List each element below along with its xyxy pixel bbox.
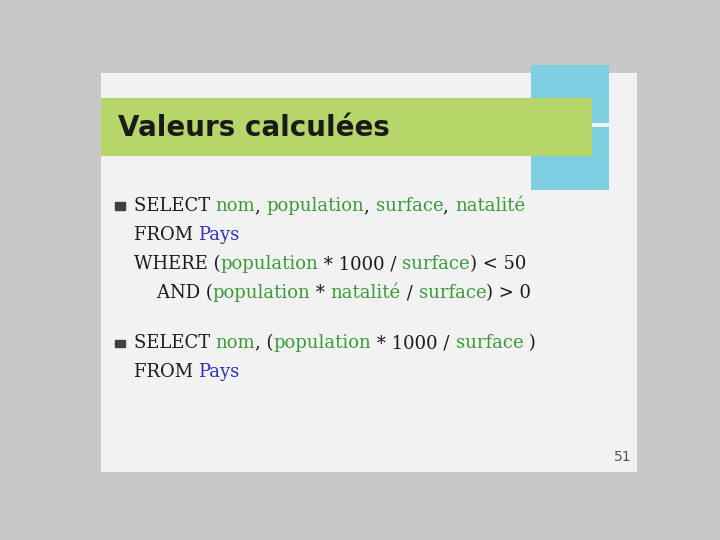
Text: ,: , — [444, 197, 455, 215]
Text: ): ) — [523, 334, 536, 353]
Text: SELECT: SELECT — [133, 334, 215, 353]
Text: natalité: natalité — [330, 285, 401, 302]
Text: FROM: FROM — [133, 363, 199, 381]
FancyBboxPatch shape — [531, 65, 609, 123]
Text: /: / — [401, 285, 418, 302]
Text: , (: , ( — [255, 334, 274, 353]
Text: Pays: Pays — [199, 363, 240, 381]
Text: surface: surface — [418, 285, 486, 302]
Text: ) < 50: ) < 50 — [469, 255, 526, 273]
Bar — [115, 202, 125, 210]
Text: nom: nom — [215, 197, 255, 215]
Text: population: population — [266, 197, 364, 215]
Text: WHERE (: WHERE ( — [133, 255, 220, 273]
Text: FROM: FROM — [133, 226, 199, 244]
Text: ,: , — [255, 197, 266, 215]
Text: surface: surface — [376, 197, 444, 215]
Text: ,: , — [364, 197, 376, 215]
Text: SELECT: SELECT — [133, 197, 215, 215]
Text: population: population — [220, 255, 318, 273]
Text: nom: nom — [215, 334, 255, 353]
Text: population: population — [212, 285, 310, 302]
Text: surface: surface — [402, 255, 469, 273]
Text: * 1000 /: * 1000 / — [318, 255, 402, 273]
Text: *: * — [310, 285, 330, 302]
Text: population: population — [274, 334, 372, 353]
Text: AND (: AND ( — [133, 285, 212, 302]
Text: * 1000 /: * 1000 / — [372, 334, 456, 353]
Text: 51: 51 — [613, 450, 631, 464]
Text: Valeurs calculées: Valeurs calculées — [118, 114, 390, 142]
FancyBboxPatch shape — [101, 73, 637, 472]
Bar — [115, 340, 125, 347]
Text: Pays: Pays — [199, 226, 240, 244]
Text: surface: surface — [456, 334, 523, 353]
FancyBboxPatch shape — [531, 127, 609, 190]
FancyBboxPatch shape — [101, 98, 593, 156]
Text: natalité: natalité — [455, 197, 525, 215]
Text: ) > 0: ) > 0 — [486, 285, 531, 302]
